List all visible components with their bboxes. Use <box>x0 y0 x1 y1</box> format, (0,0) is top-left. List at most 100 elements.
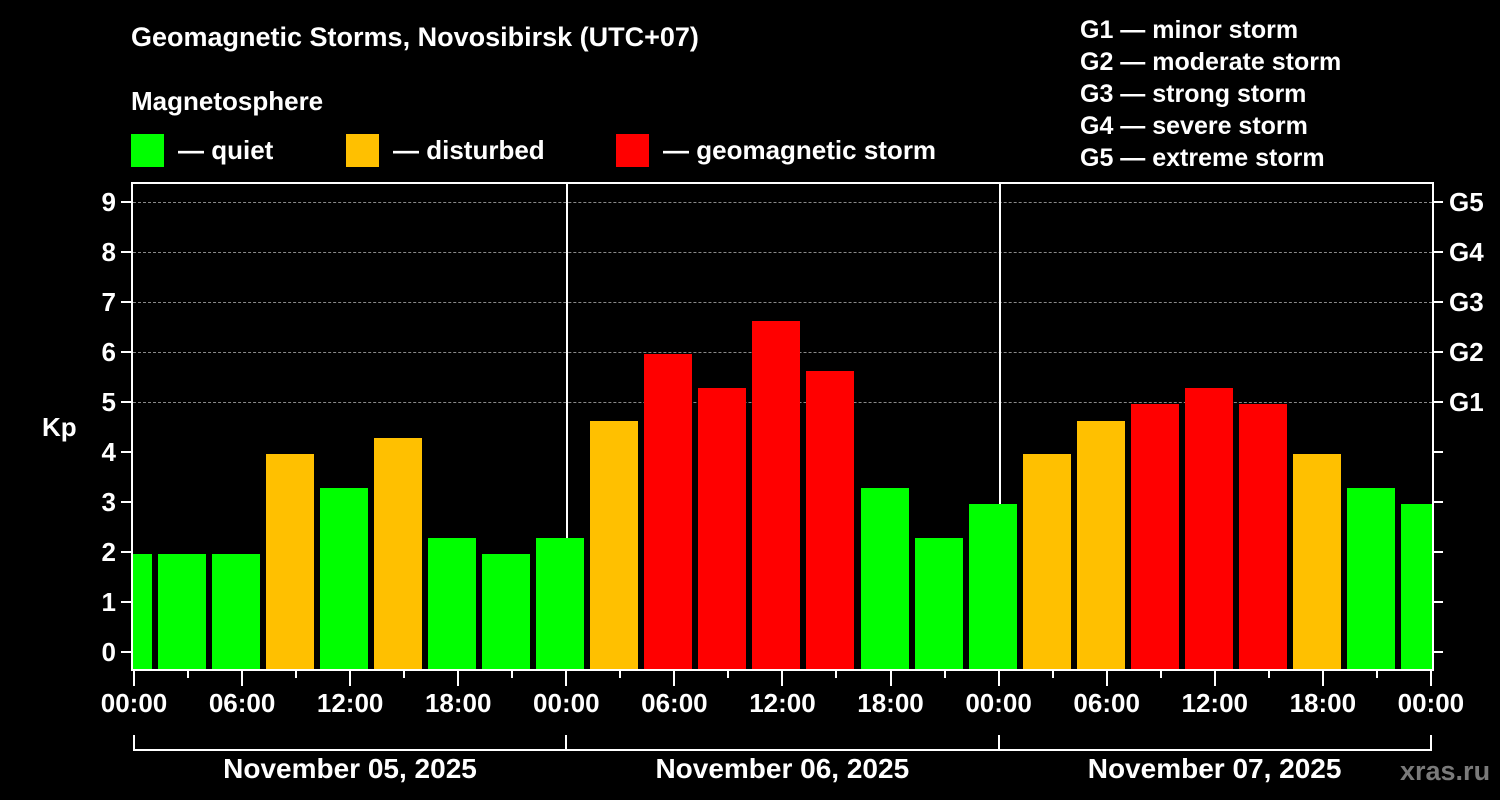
x-tick-label: 00:00 <box>533 688 600 718</box>
x-tick <box>511 670 514 678</box>
y-axis-label: Kp <box>42 412 77 442</box>
y-tick <box>121 651 131 653</box>
g2-description: G2 — moderate storm <box>1080 48 1342 76</box>
g-level-label: G4 <box>1449 237 1484 267</box>
kp-bar <box>806 370 855 669</box>
right-tick <box>1433 351 1443 353</box>
right-tick <box>1433 551 1443 553</box>
kp-bar <box>1184 387 1233 669</box>
kp-bar <box>1022 454 1071 669</box>
x-tick <box>1159 670 1162 678</box>
kp-bar <box>158 554 207 669</box>
g-level-label: G5 <box>1449 187 1484 217</box>
x-tick-label: 12:00 <box>1181 688 1249 718</box>
kp-bar <box>698 387 747 669</box>
x-tick-label: 00:00 <box>1397 688 1465 718</box>
y-tick <box>121 451 131 453</box>
x-tick <box>781 670 784 686</box>
kp-bar <box>374 437 423 669</box>
x-tick <box>673 670 676 686</box>
right-tick <box>1433 651 1443 653</box>
x-tick <box>619 670 622 678</box>
quiet-swatch-icon <box>131 133 164 167</box>
kp-bar <box>428 537 477 669</box>
kp-bar <box>860 487 909 669</box>
x-tick-label: 18:00 <box>1289 688 1357 718</box>
kp-bar <box>536 537 585 669</box>
date-bracket <box>997 735 1432 751</box>
x-tick-label: 06:00 <box>1073 688 1140 718</box>
x-tick-label: 12:00 <box>749 688 816 718</box>
y-tick <box>121 601 131 603</box>
legend-title: Magnetosphere <box>131 86 324 116</box>
watermark: xras.ru <box>1400 756 1491 786</box>
x-tick <box>403 670 406 678</box>
x-tick-label: 12:00 <box>316 688 384 718</box>
day-divider <box>998 184 1001 669</box>
y-tick-label: 8 <box>101 237 116 267</box>
g5-description: G5 — extreme storm <box>1080 144 1325 172</box>
g-level-label: G2 <box>1449 337 1484 367</box>
y-tick <box>121 501 131 503</box>
x-tick <box>1105 670 1108 686</box>
storm-swatch-icon <box>616 133 649 167</box>
x-tick <box>1051 670 1054 678</box>
kp-bar <box>914 537 963 669</box>
y-tick <box>121 251 131 253</box>
date-label: November 07, 2025 <box>1087 753 1342 784</box>
legend-quiet: — quiet <box>131 133 273 167</box>
right-tick <box>1433 301 1443 303</box>
x-tick <box>835 670 838 678</box>
x-tick <box>295 670 298 678</box>
right-tick <box>1433 451 1443 453</box>
date-bracket <box>133 735 568 751</box>
y-tick-label: 9 <box>101 187 116 217</box>
y-tick-label: 1 <box>101 587 116 617</box>
right-tick <box>1433 601 1443 603</box>
disturbed-swatch-icon <box>346 133 379 167</box>
plot-area <box>131 182 1434 671</box>
right-tick <box>1433 501 1443 503</box>
kp-bar <box>1130 404 1179 669</box>
kp-bar <box>1238 404 1287 669</box>
right-tick <box>1433 201 1443 203</box>
x-tick-label: 00:00 <box>100 688 168 718</box>
kp-bar <box>1400 504 1432 669</box>
date-bracket-end <box>1429 735 1432 751</box>
x-tick <box>1321 670 1324 686</box>
x-tick <box>241 670 244 686</box>
kp-bar <box>644 354 693 669</box>
y-tick-label: 3 <box>101 487 116 517</box>
kp-bar <box>266 454 315 669</box>
y-tick-label: 5 <box>101 387 116 417</box>
kp-bar <box>1076 420 1125 669</box>
x-tick <box>187 670 190 678</box>
x-tick <box>727 670 730 678</box>
kp-bar <box>1292 454 1341 669</box>
x-tick <box>1213 670 1216 686</box>
y-tick <box>121 201 131 203</box>
legend-storm-label: — geomagnetic storm <box>663 134 937 165</box>
kp-bar <box>968 504 1017 669</box>
chart-title: Geomagnetic Storms, Novosibirsk (UTC+07) <box>131 22 699 52</box>
x-tick <box>565 670 568 686</box>
g-level-label: G1 <box>1449 387 1484 417</box>
legend-storm: — geomagnetic storm <box>616 133 936 167</box>
x-tick <box>1267 670 1270 678</box>
y-tick <box>121 301 131 303</box>
g-level-label: G3 <box>1449 287 1484 317</box>
x-tick <box>457 670 460 686</box>
g-level-legend: G1 — minor storm G2 — moderate storm G3 … <box>1080 14 1341 174</box>
x-tick <box>133 670 135 686</box>
kp-bar <box>133 554 152 669</box>
date-label: November 06, 2025 <box>655 753 910 784</box>
date-bracket <box>565 735 1000 751</box>
gridline <box>133 252 1432 253</box>
legend-quiet-label: — quiet <box>178 134 274 165</box>
x-tick-label: 06:00 <box>641 688 708 718</box>
gridline <box>133 302 1432 303</box>
kp-bar <box>1346 487 1395 669</box>
y-tick-label: 7 <box>101 287 116 317</box>
g1-description: G1 — minor storm <box>1080 16 1299 44</box>
right-tick <box>1433 401 1443 403</box>
